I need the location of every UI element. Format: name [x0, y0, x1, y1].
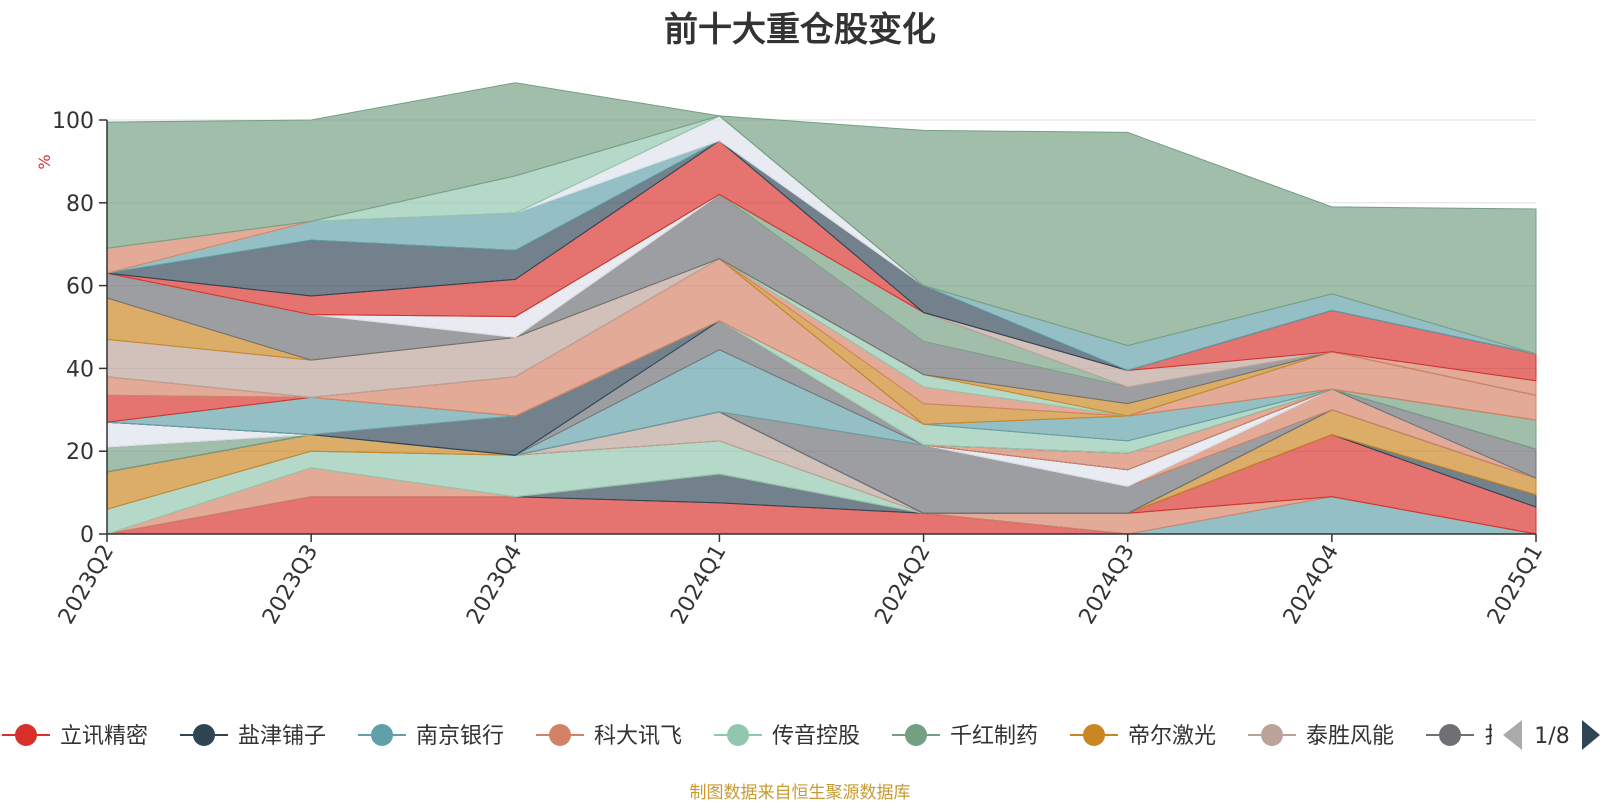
- chart-title: 前十大重仓股变化: [664, 10, 936, 50]
- legend-label-千红制药: 千红制药: [950, 724, 1038, 749]
- legend-marker-南京银行: [371, 724, 393, 746]
- legend-item-帝尔激光[interactable]: 帝尔激光: [1070, 724, 1216, 749]
- x-tick-label-2024Q4: 2024Q4: [1279, 541, 1344, 629]
- legend-marker-overflow: [1439, 724, 1461, 746]
- legend-item-overflow[interactable]: 扌: [1426, 724, 1506, 749]
- legend-prev-page-icon[interactable]: [1503, 720, 1522, 750]
- legend-marker-科大讯飞: [549, 724, 571, 746]
- x-tick-label-2023Q2: 2023Q2: [54, 541, 119, 629]
- area-layer: [106, 82, 1537, 535]
- x-tick-label-2024Q2: 2024Q2: [870, 541, 935, 629]
- x-tick-label-2024Q1: 2024Q1: [666, 541, 731, 629]
- legend-item-传音控股[interactable]: 传音控股: [714, 724, 860, 749]
- legend-label-传音控股: 传音控股: [772, 724, 860, 749]
- legend-item-千红制药[interactable]: 千红制药: [892, 724, 1038, 749]
- y-tick-label-40: 40: [66, 357, 94, 382]
- legend-marker-盐津铺子: [193, 724, 215, 746]
- x-tick-label-2025Q1: 2025Q1: [1483, 541, 1548, 629]
- y-tick-label-60: 60: [66, 275, 94, 300]
- legend-marker-立讯精密: [15, 724, 37, 746]
- y-tick-label-100: 100: [52, 109, 94, 134]
- legend-label-盐津铺子: 盐津铺子: [238, 724, 326, 749]
- legend-item-科大讯飞[interactable]: 科大讯飞: [536, 724, 682, 749]
- legend-label-帝尔激光: 帝尔激光: [1128, 724, 1216, 749]
- area-layer-36: [106, 82, 1537, 355]
- legend-label-泰胜风能: 泰胜风能: [1306, 724, 1394, 749]
- legend-marker-泰胜风能: [1261, 724, 1283, 746]
- legend-item-泰胜风能[interactable]: 泰胜风能: [1248, 724, 1394, 749]
- legend-label-立讯精密: 立讯精密: [60, 724, 148, 749]
- legend-marker-传音控股: [727, 724, 749, 746]
- legend-label-overflow: 扌: [1484, 724, 1506, 749]
- y-tick-label-20: 20: [66, 440, 94, 465]
- legend-item-盐津铺子[interactable]: 盐津铺子: [180, 724, 326, 749]
- y-tick-label-0: 0: [80, 523, 94, 548]
- y-axis-unit-label: %: [35, 154, 54, 169]
- legend-page-indicator: 1/8: [1534, 724, 1569, 749]
- source-note: 制图数据来自恒生聚源数据库: [689, 783, 911, 803]
- x-tick-label-2024Q3: 2024Q3: [1075, 541, 1140, 629]
- legend-label-南京银行: 南京银行: [416, 724, 504, 749]
- legend-marker-千红制药: [905, 724, 927, 746]
- y-tick-label-80: 80: [66, 192, 94, 217]
- legend-marker-帝尔激光: [1083, 724, 1105, 746]
- legend-item-立讯精密[interactable]: 立讯精密: [2, 724, 148, 749]
- x-tick-label-2023Q4: 2023Q4: [462, 541, 527, 629]
- x-tick-label-2023Q3: 2023Q3: [258, 541, 323, 629]
- legend-label-科大讯飞: 科大讯飞: [594, 724, 682, 749]
- legend[interactable]: 立讯精密 盐津铺子 南京银行 科大讯飞 传音控股 千红制药 帝尔激光 泰胜风能 扌 1/8: [2, 720, 1600, 750]
- legend-item-南京银行[interactable]: 南京银行: [358, 724, 504, 749]
- legend-next-page-icon[interactable]: [1582, 720, 1600, 750]
